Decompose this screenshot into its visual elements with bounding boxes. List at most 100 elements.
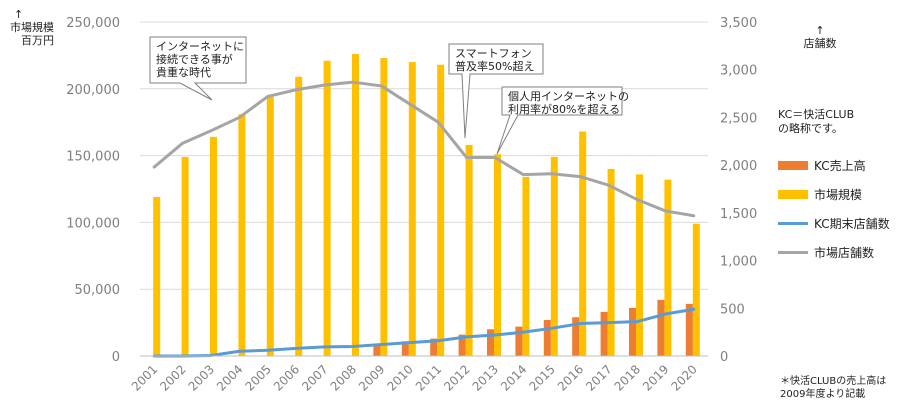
x-tick-label: 2004 [214, 362, 245, 393]
bar-market-size [465, 144, 473, 356]
left-tick-label: 200,000 [66, 83, 120, 98]
bar-kc-sales [600, 311, 608, 356]
bar-market-size [550, 156, 558, 356]
bar-market-size [692, 223, 700, 356]
left-tick-label: 250,000 [66, 16, 120, 31]
bar-market-size [238, 114, 246, 357]
legend-item-market-size: 市場規模 [778, 187, 918, 202]
left-tick-label: 50,000 [75, 283, 121, 298]
footnote-line2: 2009年度より記載 [780, 389, 866, 400]
annotation-text: 利用率が80%を超える [508, 102, 620, 116]
left-axis-title-line2: 百万円 [21, 34, 54, 47]
lines [152, 80, 696, 358]
x-tick-label: 2011 [413, 362, 444, 393]
bar-market-size [153, 197, 161, 356]
bar-market-size [437, 64, 445, 356]
annotation-text: 貴重な時代 [156, 65, 211, 79]
legend-swatch-kc-stores [778, 221, 808, 225]
bars [153, 54, 700, 357]
x-tick-label: 2001 [129, 362, 160, 393]
bar-kc-sales [629, 307, 636, 356]
footnote: ＊快活CLUBの売上高は 2009年度より記載 [780, 375, 886, 401]
annotation-text: スマートフォン [455, 47, 532, 60]
right-axis-title-line1: 店舗数 [803, 37, 837, 50]
right-axis-title: ↑ 店舗数 [790, 24, 850, 50]
bar-market-size [352, 54, 359, 357]
right-tick-label: 500 [720, 302, 745, 317]
annotation-box [448, 43, 544, 139]
annotation-text: 普及率50%超え [455, 59, 534, 73]
legend: KC＝快活CLUB の略称です。 KC売上高 市場規模 KC期末店舗数 市場店舗… [778, 108, 918, 274]
x-tick-label: 2019 [640, 362, 671, 393]
bar-kc-sales [515, 326, 523, 356]
legend-note-line1: KC＝快活CLUB [778, 108, 855, 121]
legend-swatch-market-size [778, 189, 808, 199]
x-tick-label: 2010 [384, 362, 415, 393]
x-tick-label: 2008 [328, 362, 359, 393]
bar-kc-sales [572, 317, 580, 356]
legend-note: KC＝快活CLUB の略称です。 [778, 108, 918, 136]
legend-label-kc-stores: KC期末店舗数 [814, 216, 890, 231]
legend-swatch-kc-sales [778, 160, 808, 170]
bar-market-size [295, 76, 303, 356]
x-tick-label: 2002 [157, 362, 188, 393]
x-tick-label: 2006 [271, 362, 302, 393]
right-tick-label: 3,500 [720, 16, 757, 31]
x-tick-label: 2015 [526, 362, 557, 393]
bar-market-size [408, 62, 416, 357]
left-axis-title-line1: 市場規模 [10, 21, 54, 34]
bar-market-size [266, 96, 274, 356]
bar-kc-sales [458, 334, 466, 356]
bar-market-size [181, 156, 189, 356]
x-tick-label: 2013 [470, 362, 501, 393]
bar-kc-sales [430, 338, 438, 356]
x-tick-label: 2020 [668, 362, 699, 393]
legend-label-market-stores: 市場店舗数 [814, 245, 875, 260]
bar-market-size [664, 179, 672, 356]
bar-market-size [494, 154, 501, 356]
right-tick-label: 1,500 [720, 207, 757, 222]
x-tick-label: 2009 [356, 362, 387, 393]
x-tick-label: 2003 [186, 362, 217, 393]
annotation-text: 接続できる事が [156, 52, 233, 66]
bar-kc-sales [657, 299, 665, 356]
bar-kc-sales [401, 341, 409, 356]
legend-item-kc-stores: KC期末店舗数 [778, 216, 918, 231]
left-tick-label: 150,000 [66, 150, 120, 165]
footnote-line1: ＊快活CLUBの売上高は [780, 376, 887, 387]
legend-label-market-size: 市場規模 [814, 187, 863, 202]
right-tick-label: 3,000 [720, 64, 757, 79]
annotation-text: 個人用インターネットの [508, 90, 629, 103]
bar-market-size [522, 176, 530, 356]
bar-market-size [607, 168, 615, 356]
legend-note-line2: の略称です。 [778, 122, 843, 135]
legend-item-market-stores: 市場店舗数 [778, 245, 918, 260]
legend-label-kc-sales: KC売上高 [814, 158, 866, 173]
line-kc-stores [152, 307, 696, 358]
annotation-box [496, 86, 623, 155]
left-tick-label: 100,000 [66, 216, 120, 231]
line-market-stores [152, 80, 696, 218]
x-tick-label: 2016 [555, 362, 586, 393]
bar-market-size [210, 136, 217, 356]
bar-kc-sales [373, 343, 381, 356]
x-tick-label: 2017 [583, 362, 614, 393]
x-tick-label: 2012 [441, 362, 472, 393]
left-axis-arrow: ↑ [14, 8, 24, 21]
annotation-text: インターネットに [156, 40, 244, 53]
bar-market-size [380, 58, 388, 357]
right-tick-label: 0 [720, 350, 728, 365]
right-tick-label: 1,000 [720, 255, 757, 270]
x-tick-label: 2005 [242, 362, 273, 393]
x-tick-label: 2018 [612, 362, 643, 393]
left-axis-title: ↑ 市場規模 百万円 [2, 8, 54, 47]
x-tick-label: 2007 [299, 362, 330, 393]
right-tick-label: 2,000 [720, 159, 757, 174]
legend-item-kc-sales: KC売上高 [778, 158, 918, 173]
bar-kc-sales [685, 303, 693, 356]
